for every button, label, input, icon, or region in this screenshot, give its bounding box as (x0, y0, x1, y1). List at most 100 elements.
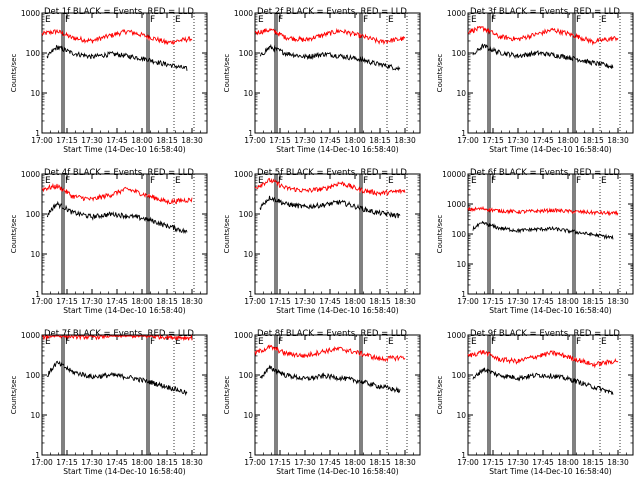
x-tick-label: 17:00 (244, 297, 266, 306)
x-axis-label: Start Time (14-Dec-10 16:58:40) (63, 306, 185, 315)
event-marker-label: F (150, 176, 155, 186)
x-tick-label: 18:00 (344, 136, 366, 145)
x-tick-label: 18:00 (557, 458, 579, 467)
y-tick-label: 1000 (21, 331, 40, 340)
y-tick-label: 100 (452, 371, 467, 380)
lld-series-line (254, 177, 406, 197)
y-tick-label: 1 (461, 129, 466, 138)
lld-series-line (254, 344, 406, 363)
x-tick-label: 17:15 (482, 136, 504, 145)
x-tick-label: 17:30 (507, 136, 529, 145)
event-marker-label: F (363, 15, 368, 25)
plot-frame (41, 173, 208, 295)
event-marker-label: F (363, 337, 368, 347)
event-marker-label: F (491, 15, 496, 25)
x-tick-label: 17:00 (31, 136, 53, 145)
y-tick-label: 10 (30, 250, 40, 259)
y-tick-label: 10 (243, 411, 253, 420)
event-marker-label: E (175, 176, 181, 186)
panel-det-2: Det 2f BLACK = Events, RED = LLD 1 10 100 10… (223, 7, 421, 154)
event-marker-label: F (363, 176, 368, 186)
x-tick-label: 17:15 (482, 297, 504, 306)
y-tick-label: 100 (452, 230, 467, 239)
x-axis-label: Start Time (14-Dec-10 16:58:40) (276, 306, 398, 315)
y-axis-label: Counts/sec (10, 54, 18, 93)
lld-series-line (41, 28, 193, 46)
plot-frame (467, 334, 634, 456)
x-tick-label: 17:30 (81, 136, 103, 145)
x-axis-label: Start Time (14-Dec-10 16:58:40) (276, 467, 398, 476)
events-series-line (46, 44, 188, 71)
y-tick-label: 1000 (447, 200, 466, 209)
event-marker-label: F (576, 176, 581, 186)
x-tick-label: 17:15 (56, 297, 78, 306)
x-tick-label: 17:30 (81, 458, 103, 467)
x-tick-label: 18:30 (181, 458, 203, 467)
x-tick-label: 17:15 (269, 297, 291, 306)
event-marker-label: F (576, 15, 581, 25)
x-tick-label: 18:15 (369, 136, 391, 145)
event-marker-label: F (278, 337, 283, 347)
x-tick-label: 17:30 (294, 297, 316, 306)
panel-title: Det 3f BLACK = Events, RED = LLD (470, 7, 620, 17)
panel-det-7: Det 7f BLACK = Events, RED = LLD 1 10 100 10… (10, 329, 208, 476)
panel-det-8: Det 8f BLACK = Events, RED = LLD 1 10 100 10… (223, 329, 421, 476)
x-tick-label: 18:30 (607, 458, 629, 467)
x-tick-label: 17:30 (294, 458, 316, 467)
x-tick-label: 17:45 (532, 297, 554, 306)
y-tick-label: 1000 (234, 331, 253, 340)
x-tick-label: 17:45 (319, 458, 341, 467)
x-axis-label: Start Time (14-Dec-10 16:58:40) (489, 306, 611, 315)
lld-series-line (467, 205, 619, 217)
x-axis-label: Start Time (14-Dec-10 16:58:40) (63, 145, 185, 154)
y-tick-label: 100 (26, 210, 41, 219)
panel-title: Det 7f BLACK = Events, RED = LLD (44, 329, 194, 339)
events-series-line (472, 220, 614, 240)
x-tick-label: 18:30 (394, 136, 416, 145)
x-axis-label: Start Time (14-Dec-10 16:58:40) (489, 467, 611, 476)
x-tick-label: 18:00 (557, 297, 579, 306)
x-tick-label: 18:00 (131, 136, 153, 145)
x-tick-label: 18:15 (582, 136, 604, 145)
plot-frame (254, 173, 421, 295)
events-series-line (472, 367, 614, 396)
x-tick-label: 18:30 (607, 136, 629, 145)
event-marker-label: F (150, 337, 155, 347)
y-tick-label: 1000 (234, 9, 253, 18)
event-marker-label: E (388, 15, 394, 25)
x-axis-label: Start Time (14-Dec-10 16:58:40) (276, 145, 398, 154)
event-marker-label: F (150, 15, 155, 25)
y-tick-label: 10 (456, 89, 466, 98)
y-tick-label: 100 (452, 49, 467, 58)
panel-det-4: Det 4f BLACK = Events, RED = LLD 1 10 100 10… (10, 168, 208, 315)
panel-title: Det 6f BLACK = Events, RED = LLD (470, 168, 620, 178)
x-tick-label: 17:45 (532, 458, 554, 467)
y-tick-label: 10 (456, 260, 466, 269)
x-tick-label: 18:30 (394, 458, 416, 467)
y-tick-label: 1 (248, 129, 253, 138)
x-axis-label: Start Time (14-Dec-10 16:58:40) (489, 145, 611, 154)
y-tick-label: 10000 (442, 170, 466, 179)
x-tick-label: 18:00 (131, 458, 153, 467)
event-marker-label: E (388, 176, 394, 186)
event-marker-label: E (45, 337, 51, 347)
event-marker-label: E (258, 176, 264, 186)
y-tick-label: 100 (239, 49, 254, 58)
y-axis-label: Counts/sec (436, 215, 444, 254)
y-tick-label: 100 (239, 371, 254, 380)
y-axis-label: Counts/sec (223, 54, 231, 93)
x-tick-label: 17:00 (457, 136, 479, 145)
panel-title: Det 5f BLACK = Events, RED = LLD (257, 168, 407, 178)
x-tick-label: 17:15 (269, 136, 291, 145)
panel-det-6: Det 6f BLACK = Events, RED = LLD 1 10 100 10… (436, 168, 634, 315)
x-tick-label: 18:15 (582, 458, 604, 467)
plot-frame (467, 12, 634, 134)
y-axis-label: Counts/sec (436, 54, 444, 93)
lld-series-line (42, 334, 193, 342)
events-series-line (472, 43, 614, 69)
x-tick-label: 17:45 (106, 458, 128, 467)
x-tick-label: 17:00 (31, 458, 53, 467)
event-marker-label: F (491, 176, 496, 186)
event-marker-label: E (175, 15, 181, 25)
event-marker-label: E (471, 176, 477, 186)
